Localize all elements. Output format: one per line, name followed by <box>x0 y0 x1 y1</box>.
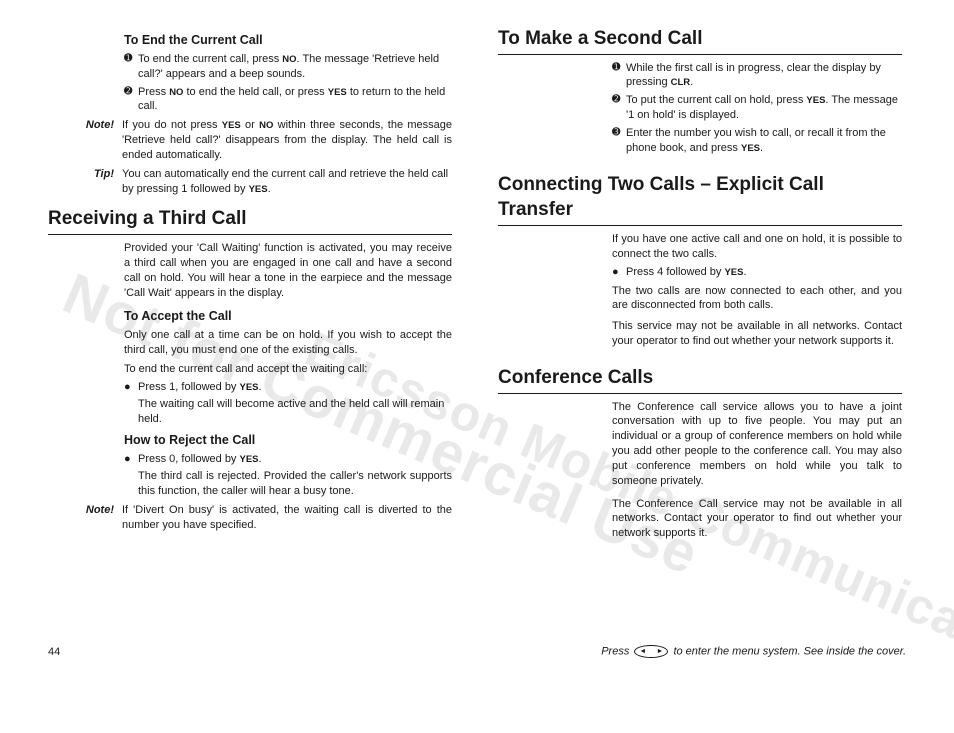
list-item: ➋ Press NO to end the held call, or pres… <box>124 85 452 115</box>
tip-text: You can automatically end the current ca… <box>122 167 452 197</box>
list-item: ➊ To end the current call, press NO. The… <box>124 52 452 82</box>
step-marker-3: ➌ <box>612 126 626 156</box>
bullet-text: Press 4 followed by YES. <box>626 265 902 280</box>
step-marker-2: ➋ <box>612 93 626 123</box>
conf-paragraph-2: The Conference Call service may not be a… <box>612 497 902 542</box>
list-item: ● Press 4 followed by YES. <box>612 265 902 280</box>
list-item: ➊ While the first call is in progress, c… <box>612 61 902 91</box>
heading-accept-call: To Accept the Call <box>124 308 452 325</box>
transfer-bullets: ● Press 4 followed by YES. <box>612 265 902 280</box>
heading-conference-calls: Conference Calls <box>498 365 902 394</box>
step-text: To end the current call, press NO. The m… <box>138 52 452 82</box>
heading-receiving-third-call: Receiving a Third Call <box>48 206 452 235</box>
list-item: ● Press 1, followed by YES. <box>124 380 452 395</box>
accept-bullets: ● Press 1, followed by YES. <box>124 380 452 395</box>
note-text: If you do not press YES or NO within thr… <box>122 118 452 163</box>
step-marker-1: ➊ <box>612 61 626 91</box>
note-label: Note! <box>48 118 122 163</box>
receive-paragraph: Provided your 'Call Waiting' function is… <box>124 241 452 300</box>
footer-hint: Press to enter the menu system. See insi… <box>601 645 906 658</box>
transfer-paragraph-1: If you have one active call and one on h… <box>612 232 902 262</box>
nav-key-icon <box>634 645 668 658</box>
page-footer: 44 Press to enter the menu system. See i… <box>48 645 906 658</box>
left-column: To End the Current Call ➊ To end the cur… <box>48 26 452 618</box>
heading-make-second-call: To Make a Second Call <box>498 26 902 55</box>
accept-sub-text: The waiting call will become active and … <box>138 397 452 427</box>
bullet-text: Press 1, followed by YES. <box>138 380 452 395</box>
reject-note-text: If 'Divert On busy' is activated, the wa… <box>122 503 452 533</box>
heading-reject-call: How to Reject the Call <box>124 432 452 449</box>
bullet-icon: ● <box>124 380 138 395</box>
list-item: ➌ Enter the number you wish to call, or … <box>612 126 902 156</box>
list-item: ➋ To put the current call on hold, press… <box>612 93 902 123</box>
bullet-icon: ● <box>612 265 626 280</box>
bullet-text: Press 0, followed by YES. <box>138 452 452 467</box>
transfer-paragraph-3: This service may not be available in all… <box>612 319 902 349</box>
tip-row: Tip! You can automatically end the curre… <box>48 167 452 197</box>
page: Not for Commercial Use Ericsson Mobile C… <box>0 0 954 674</box>
hint-before: Press <box>601 645 629 657</box>
step-marker-1: ➊ <box>124 52 138 82</box>
step-marker-2: ➋ <box>124 85 138 115</box>
heading-end-current-call: To End the Current Call <box>124 32 452 49</box>
page-number: 44 <box>48 646 60 658</box>
note-row: Note! If you do not press YES or NO with… <box>48 118 452 163</box>
hint-after: to enter the menu system. See inside the… <box>673 645 906 657</box>
step-text: To put the current call on hold, press Y… <box>626 93 902 123</box>
reject-note-row: Note! If 'Divert On busy' is activated, … <box>48 503 452 533</box>
step-text: Enter the number you wish to call, or re… <box>626 126 902 156</box>
bullet-icon: ● <box>124 452 138 467</box>
heading-explicit-transfer: Connecting Two Calls – Explicit Call Tra… <box>498 172 902 226</box>
list-item: ● Press 0, followed by YES. <box>124 452 452 467</box>
step-text: Press NO to end the held call, or press … <box>138 85 452 115</box>
conf-paragraph-1: The Conference call service allows you t… <box>612 400 902 489</box>
reject-sub-text: The third call is rejected. Provided the… <box>138 469 452 499</box>
accept-paragraph-1: Only one call at a time can be on hold. … <box>124 328 452 358</box>
tip-label: Tip! <box>48 167 122 197</box>
note-label: Note! <box>48 503 122 533</box>
second-call-steps: ➊ While the first call is in progress, c… <box>612 61 902 156</box>
content-columns: To End the Current Call ➊ To end the cur… <box>48 26 906 618</box>
reject-bullets: ● Press 0, followed by YES. <box>124 452 452 467</box>
end-call-steps: ➊ To end the current call, press NO. The… <box>124 52 452 114</box>
accept-paragraph-2: To end the current call and accept the w… <box>124 362 452 377</box>
right-column: To Make a Second Call ➊ While the first … <box>498 26 902 618</box>
transfer-paragraph-2: The two calls are now connected to each … <box>612 284 902 314</box>
step-text: While the first call is in progress, cle… <box>626 61 902 91</box>
